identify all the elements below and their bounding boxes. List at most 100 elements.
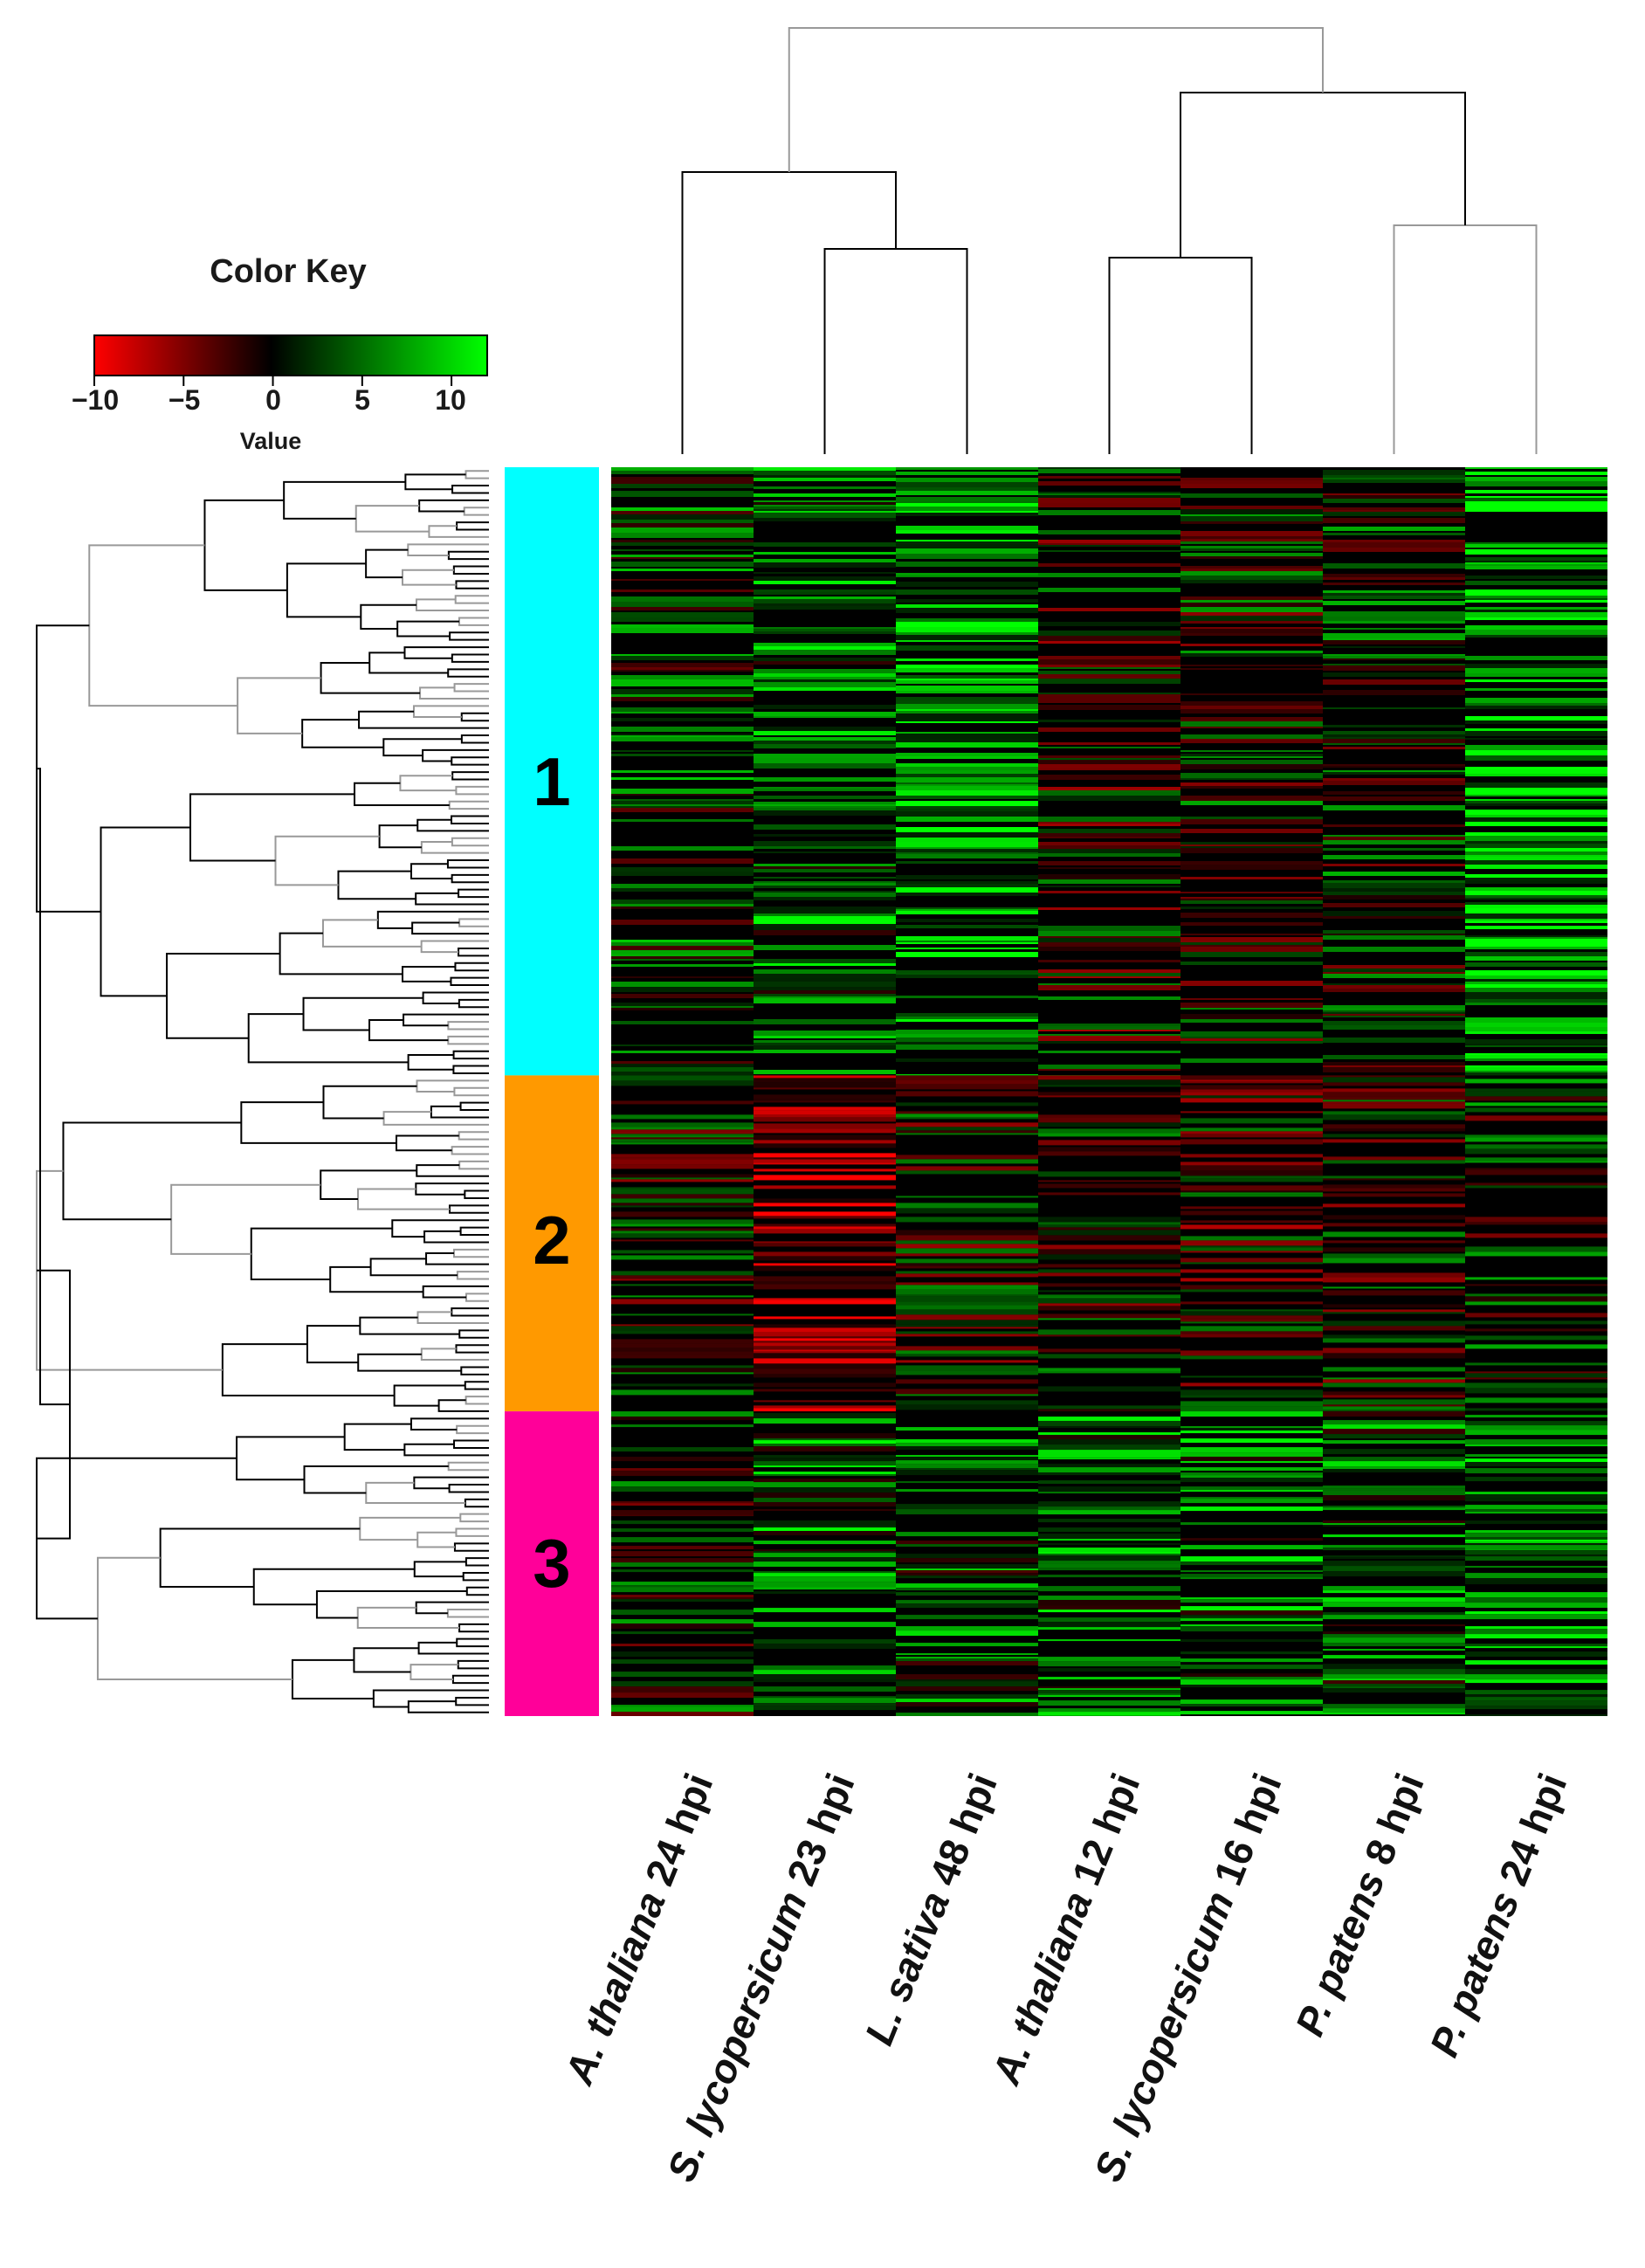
heatmap-cell [1180,493,1323,498]
heatmap-cell [754,1576,896,1582]
heatmap-cell [896,1017,1038,1019]
row-dendrogram-branch [223,1344,395,1396]
heatmap-cell [1038,1622,1180,1627]
heatmap-cell [1323,574,1465,577]
row-dendrogram-branch [449,1463,489,1470]
heatmap-cell [1038,1444,1180,1450]
heatmap-cell [611,777,754,780]
heatmap-cell [1465,1031,1607,1034]
heatmap-cell [1038,1506,1180,1510]
heatmap-cell [754,1438,896,1440]
heatmap-cell [1038,1034,1180,1036]
heatmap-cell [1465,850,1607,851]
heatmap-cell [754,1251,896,1256]
heatmap-cell [896,1155,1038,1159]
row-dendrogram-branch [466,1396,489,1403]
heatmap-cell [1180,546,1323,548]
heatmap-cell [896,622,1038,627]
heatmap-cell [754,1368,896,1374]
heatmap-cell [754,486,896,489]
heatmap-cell [1465,544,1607,548]
row-dendrogram-branch [63,1122,241,1219]
heatmap-cell [611,624,754,628]
row-dendrogram-branch [461,1367,489,1374]
heatmap-cell [1180,1699,1323,1704]
heatmap-cell [1180,1289,1323,1292]
heatmap-cell [1323,778,1465,781]
heatmap-cell [1180,848,1323,853]
row-dendrogram-branch [454,567,489,574]
heatmap-cell [1323,548,1465,552]
row-dendrogram-branch [101,827,190,996]
heatmap-cell [1465,1217,1607,1222]
heatmap-cell [1465,992,1607,997]
heatmap-cell [1323,916,1465,919]
heatmap-cell [1038,764,1180,769]
heatmap-cell [611,888,754,892]
heatmap-cell [896,767,1038,770]
heatmap-cell [1038,1151,1180,1155]
heatmap-cell [1465,610,1607,612]
heatmap-cell [754,581,896,584]
heatmap-cell [1323,1075,1465,1077]
row-dendrogram-branch [89,545,237,706]
heatmap-cell [754,1043,896,1045]
heatmap-cell [896,608,1038,613]
heatmap-cell [1465,1313,1607,1317]
row-dendrogram-branch [461,1228,489,1235]
heatmap-cell [1323,475,1465,478]
heatmap-cell [1180,1375,1323,1377]
heatmap-cell [611,1599,754,1602]
heatmap-cell [1465,1545,1607,1548]
row-dendrogram-branch [459,1132,489,1139]
heatmap-cell [1180,1395,1323,1397]
heatmap-cell [896,827,1038,832]
heatmap-cell [1180,1472,1323,1475]
heatmap-cell [1180,1574,1323,1577]
heatmap-cell [1038,1695,1180,1697]
heatmap-cell [1323,507,1465,510]
heatmap-cell [1465,731,1607,736]
row-dendrogram-branch [354,1648,418,1672]
heatmap-cell [1180,1220,1323,1223]
heatmap-cell [611,1198,754,1203]
heatmap-cell [896,589,1038,595]
heatmap-cell [611,750,754,752]
heatmap-cell [1180,701,1323,706]
heatmap-cell [754,1591,896,1594]
heatmap-cell [1038,1371,1180,1373]
heatmap-cell [1465,1614,1607,1619]
heatmap-cell [611,1514,754,1516]
heatmap-cell [1180,1545,1323,1549]
color-key-tick-label: −10 [60,384,130,417]
heatmap-cell [1323,935,1465,940]
heatmap-cell [896,854,1038,858]
heatmap-cell [611,987,754,992]
heatmap-cell [896,1030,1038,1034]
heatmap-cell [611,946,754,950]
heatmap-cell [1465,1477,1607,1481]
heatmap-cell [754,1045,896,1050]
heatmap-cell [754,576,896,581]
heatmap-cell [611,1468,754,1471]
heatmap-cell [1465,1023,1607,1027]
heatmap-cell [896,472,1038,475]
heatmap-cell [1323,1334,1465,1338]
heatmap-cell [1038,1079,1180,1085]
row-dendrogram-branch [452,772,489,779]
heatmap-cell [1323,495,1465,499]
heatmap-cell [896,911,1038,914]
heatmap-cell [1323,640,1465,645]
color-key-tick-label: 10 [416,384,485,417]
heatmap-cell [611,1135,754,1137]
heatmap-cell [896,1309,1038,1314]
heatmap-cell [1038,755,1180,758]
heatmap-cell [1180,580,1323,583]
heatmap-cell [754,1400,896,1402]
heatmap-cell [754,796,896,799]
row-dendrogram-branch [461,1103,489,1110]
heatmap-cell [1323,1571,1465,1576]
heatmap-cell [1465,1072,1607,1075]
heatmap-cell [1465,1067,1607,1071]
heatmap-cell [754,1211,896,1216]
